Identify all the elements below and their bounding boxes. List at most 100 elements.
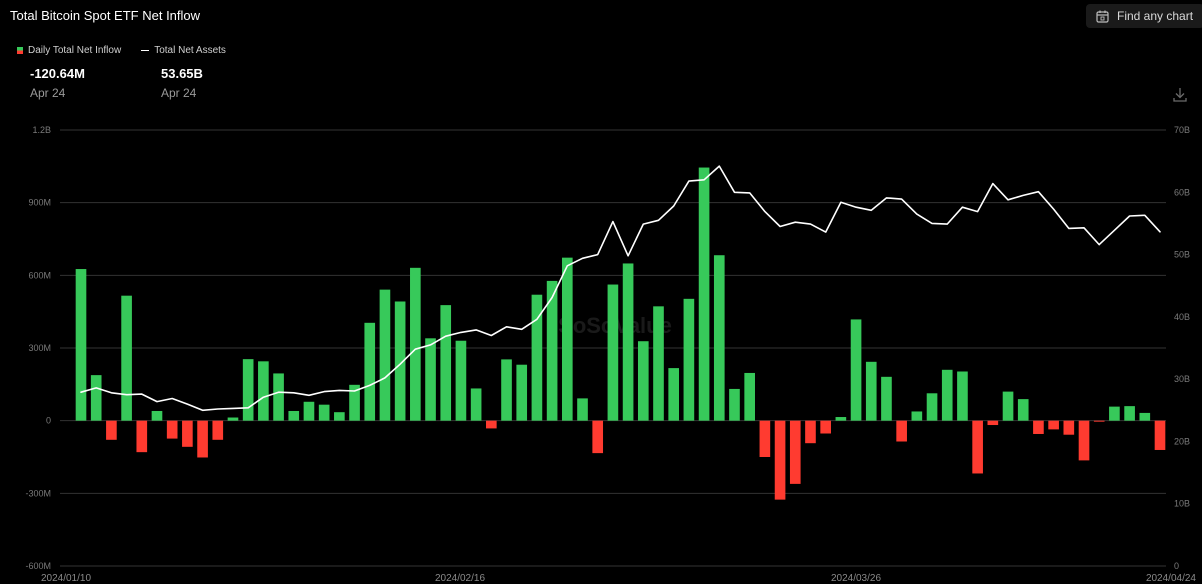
bar-daily-net-inflow[interactable]: [425, 338, 436, 421]
bar-daily-net-inflow[interactable]: [166, 420, 178, 439]
bar-daily-net-inflow[interactable]: [1017, 399, 1029, 421]
bar-daily-net-inflow[interactable]: [850, 319, 862, 421]
bar-daily-net-inflow[interactable]: [774, 420, 786, 500]
bar-daily-net-inflow[interactable]: [805, 420, 816, 444]
bar-daily-net-inflow[interactable]: [1033, 420, 1044, 434]
y-right-tick-label: 60B: [1174, 187, 1190, 197]
bar-daily-net-inflow[interactable]: [90, 375, 102, 421]
bar-daily-net-inflow[interactable]: [759, 420, 771, 457]
x-tick-label: 2024/02/16: [435, 573, 485, 584]
bar-daily-net-inflow[interactable]: [1048, 420, 1059, 430]
bar-daily-net-inflow[interactable]: [698, 167, 710, 421]
bar-daily-net-inflow[interactable]: [273, 373, 284, 421]
bar-daily-net-inflow[interactable]: [972, 420, 983, 474]
bar-daily-net-inflow[interactable]: [1002, 391, 1014, 421]
bar-daily-net-inflow[interactable]: [957, 371, 968, 421]
y-left-tick-label: 300M: [28, 343, 51, 353]
bar-daily-net-inflow[interactable]: [941, 369, 953, 421]
legend-item-net-assets[interactable]: Total Net Assets: [141, 45, 226, 56]
y-right-tick-label: 10B: [1174, 499, 1190, 509]
bar-daily-net-inflow[interactable]: [789, 420, 801, 484]
bar-daily-net-inflow[interactable]: [1124, 406, 1135, 421]
bar-daily-net-inflow[interactable]: [75, 269, 87, 421]
bar-daily-net-inflow[interactable]: [394, 301, 406, 421]
y-left-tick-label: 600M: [28, 270, 51, 280]
bar-daily-net-inflow[interactable]: [288, 410, 300, 421]
bar-daily-net-inflow[interactable]: [501, 359, 512, 421]
download-icon[interactable]: [1172, 86, 1188, 104]
bar-daily-net-inflow[interactable]: [470, 388, 482, 421]
bar-daily-net-inflow[interactable]: [607, 284, 619, 421]
bar-daily-net-inflow[interactable]: [577, 398, 588, 421]
bar-daily-net-inflow[interactable]: [1078, 420, 1090, 461]
bar-daily-net-inflow[interactable]: [364, 322, 376, 421]
bar-daily-net-inflow[interactable]: [440, 305, 452, 421]
bar-daily-net-inflow[interactable]: [592, 420, 604, 454]
bar-daily-net-inflow[interactable]: [455, 340, 467, 421]
bar-daily-net-inflow[interactable]: [121, 295, 132, 421]
legend-item-net-inflow[interactable]: Daily Total Net Inflow: [17, 45, 121, 56]
bar-daily-net-inflow[interactable]: [1109, 406, 1120, 421]
bar-daily-net-inflow[interactable]: [182, 420, 193, 447]
y-right-tick-label: 30B: [1174, 374, 1190, 384]
bar-daily-net-inflow[interactable]: [926, 393, 938, 421]
stat-net-assets: 53.65B Apr 24: [161, 66, 203, 100]
y-left-tick-label: 0: [46, 416, 51, 426]
bar-daily-net-inflow[interactable]: [683, 298, 695, 421]
bar-daily-net-inflow[interactable]: [106, 420, 117, 440]
stat-net-assets-value: 53.65B: [161, 66, 203, 81]
bar-daily-net-inflow[interactable]: [1139, 412, 1151, 421]
bar-daily-net-inflow[interactable]: [835, 417, 847, 421]
line-swatch-icon: [141, 49, 150, 52]
chart-title: Total Bitcoin Spot ETF Net Inflow: [10, 8, 201, 23]
bar-daily-net-inflow[interactable]: [911, 411, 923, 421]
bar-daily-net-inflow[interactable]: [546, 280, 558, 421]
bar-daily-net-inflow[interactable]: [637, 341, 649, 421]
y-left-tick-label: -600M: [25, 561, 51, 571]
bar-daily-net-inflow[interactable]: [318, 404, 330, 421]
y-right-tick-label: 40B: [1174, 312, 1190, 322]
bar-daily-net-inflow[interactable]: [410, 267, 421, 421]
stat-net-inflow: -120.64M Apr 24: [30, 66, 85, 100]
bar-daily-net-inflow[interactable]: [622, 263, 634, 421]
x-tick-label: 2024/04/24: [1146, 573, 1196, 584]
bar-daily-net-inflow[interactable]: [1154, 420, 1166, 450]
bar-daily-net-inflow[interactable]: [227, 417, 239, 421]
bar-daily-net-inflow[interactable]: [486, 420, 497, 429]
bar-daily-net-inflow[interactable]: [303, 401, 315, 421]
bar-daily-net-inflow[interactable]: [713, 255, 725, 421]
bar-daily-net-inflow[interactable]: [729, 388, 740, 421]
bar-daily-net-inflow[interactable]: [531, 294, 543, 421]
bar-daily-net-inflow[interactable]: [561, 257, 573, 421]
bar-daily-net-inflow[interactable]: [151, 410, 163, 421]
bar-daily-net-inflow[interactable]: [1093, 420, 1105, 422]
bar-daily-net-inflow[interactable]: [197, 420, 208, 458]
find-any-chart-button[interactable]: Find any chart: [1086, 4, 1202, 28]
bar-daily-net-inflow[interactable]: [334, 412, 345, 421]
x-tick-label: 2024/01/10: [41, 573, 91, 584]
chart-legend: Daily Total Net Inflow Total Net Assets: [17, 45, 226, 56]
stat-net-inflow-value: -120.64M: [30, 66, 85, 81]
bar-daily-net-inflow[interactable]: [242, 359, 254, 421]
bar-daily-net-inflow[interactable]: [516, 364, 528, 421]
y-left-tick-label: 1.2B: [32, 125, 51, 135]
bar-daily-net-inflow[interactable]: [1063, 420, 1075, 435]
bar-swatch-icon: [17, 47, 23, 54]
bar-daily-net-inflow[interactable]: [212, 420, 224, 440]
calendar-icon: [1096, 10, 1109, 23]
bar-daily-net-inflow[interactable]: [987, 420, 999, 426]
bar-daily-net-inflow[interactable]: [379, 289, 391, 421]
bar-daily-net-inflow[interactable]: [865, 361, 877, 421]
bar-daily-net-inflow[interactable]: [881, 376, 892, 421]
bar-daily-net-inflow[interactable]: [136, 420, 148, 453]
bar-daily-net-inflow[interactable]: [668, 368, 680, 421]
bar-daily-net-inflow[interactable]: [896, 420, 907, 442]
bar-daily-net-inflow[interactable]: [349, 384, 360, 421]
y-left-tick-label: 900M: [28, 198, 51, 208]
bar-daily-net-inflow[interactable]: [653, 306, 664, 421]
y-left-tick-label: -300M: [25, 488, 51, 498]
bar-daily-net-inflow[interactable]: [258, 361, 269, 421]
bar-daily-net-inflow[interactable]: [744, 372, 755, 421]
bar-daily-net-inflow[interactable]: [820, 420, 831, 434]
series-line-total-net-assets: [80, 165, 1161, 412]
